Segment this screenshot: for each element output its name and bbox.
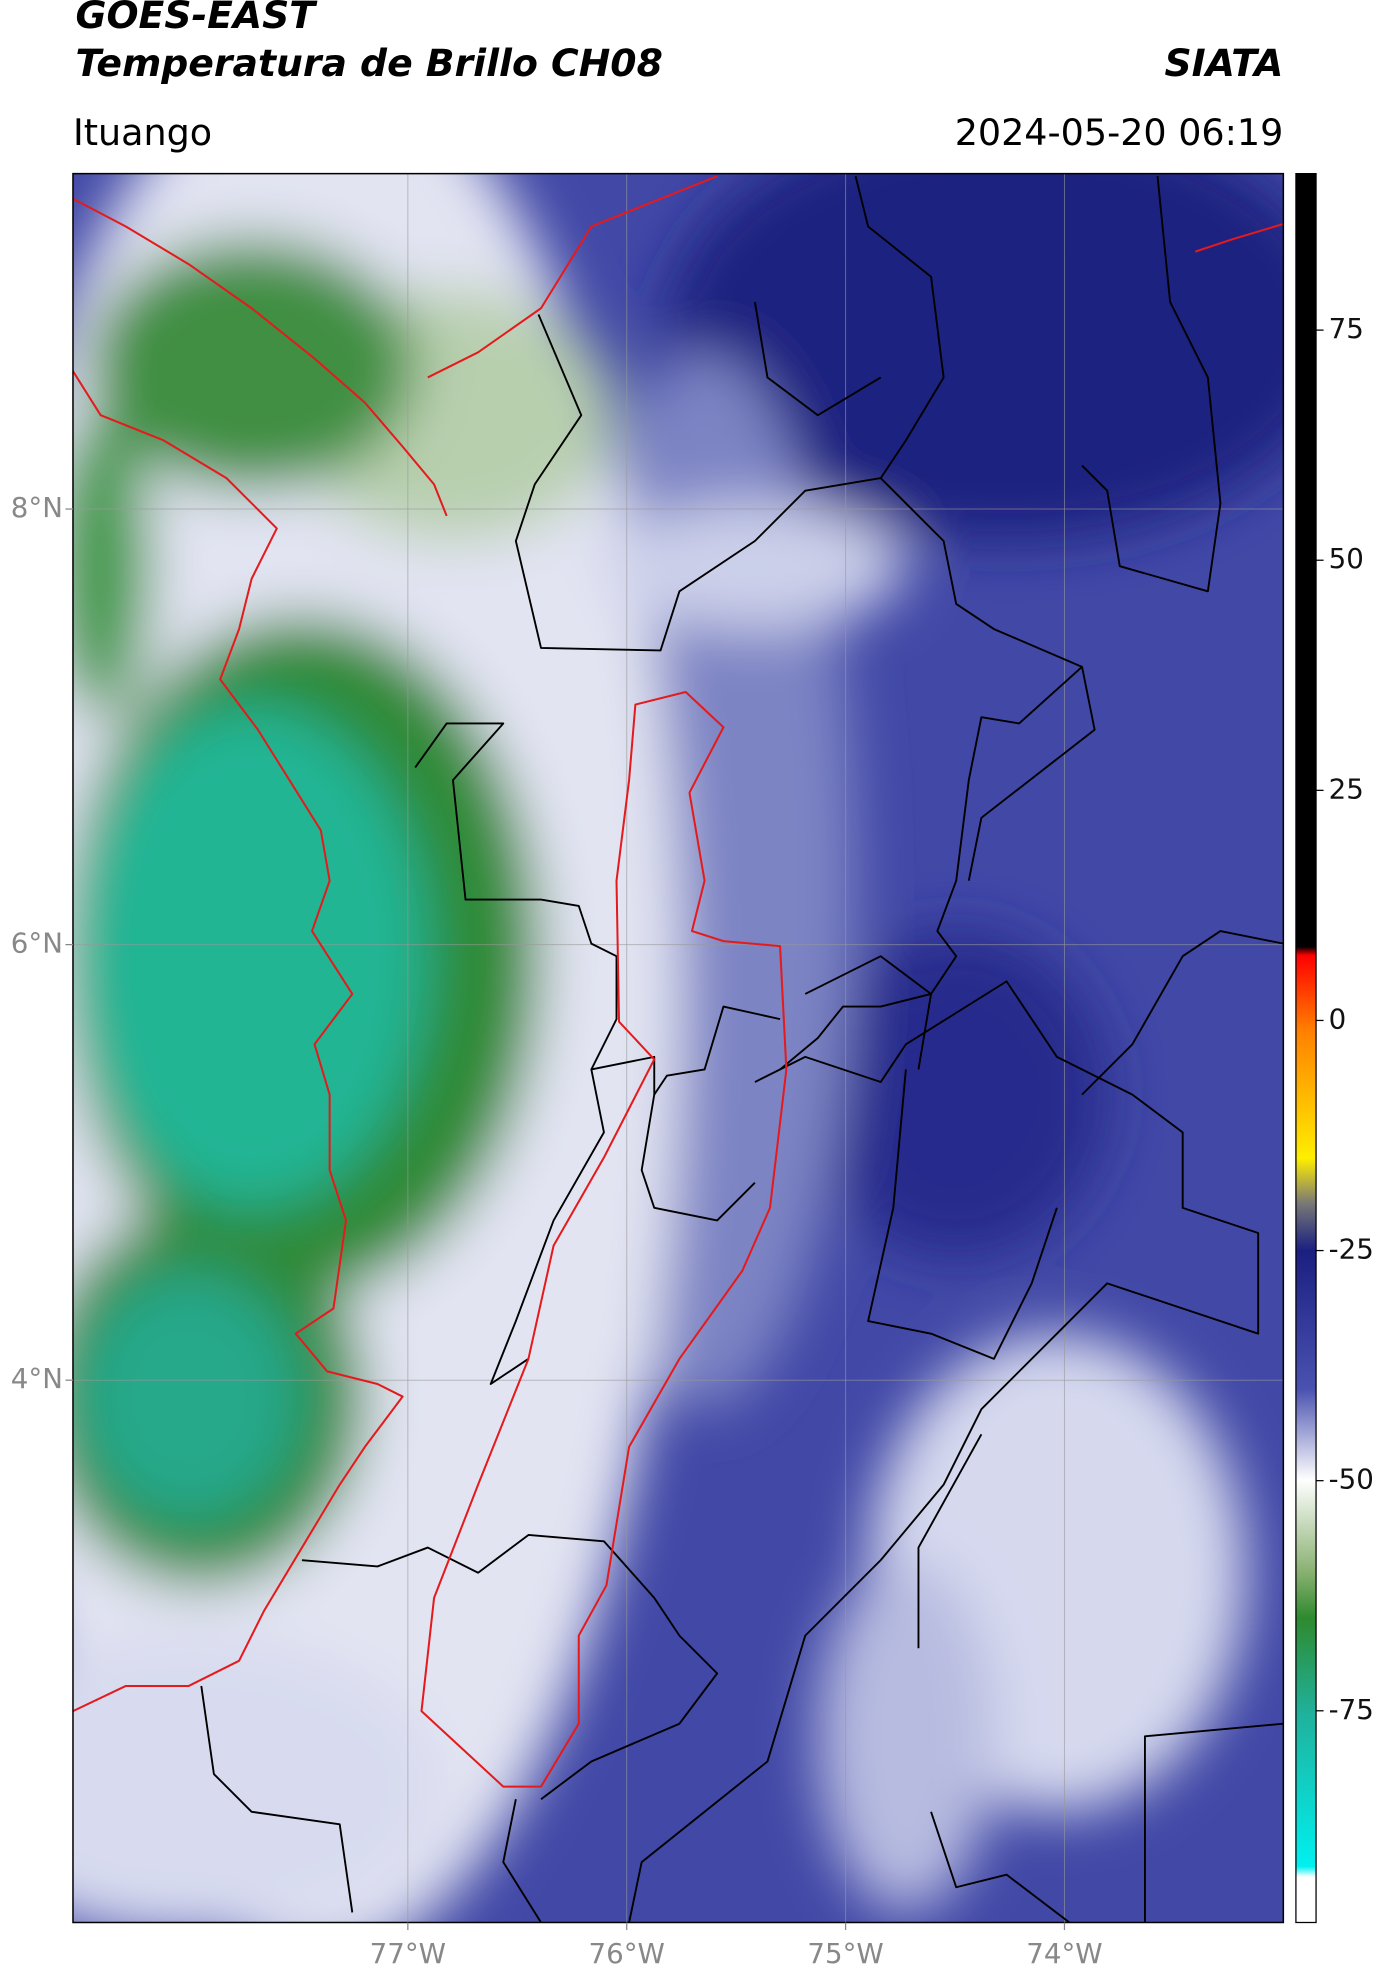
location: Ituango <box>73 111 212 154</box>
colorbar <box>1295 172 1317 1924</box>
y-tick-label: 6°N <box>11 927 63 960</box>
colorbar-tick-label: -75 <box>1329 1693 1374 1726</box>
colorbar-tick-label: 25 <box>1329 772 1364 805</box>
colorbar-tick-label: -50 <box>1329 1463 1374 1496</box>
y-tick-label: 8°N <box>11 491 63 524</box>
title: GOES-EAST <box>75 0 318 37</box>
colorbar-tick-label: 50 <box>1329 542 1364 575</box>
y-tick-label: 4°N <box>11 1362 63 1395</box>
x-tick-label: 77°W <box>370 1937 446 1970</box>
map-frame <box>72 172 1285 1924</box>
x-tick-label: 75°W <box>807 1937 883 1970</box>
map-image <box>72 173 1284 1923</box>
grid <box>72 173 1284 1923</box>
x-tick-label: 74°W <box>1026 1937 1102 1970</box>
brand: SIATA <box>1165 41 1284 85</box>
region-outline <box>72 175 1284 1788</box>
colorbar-tick-label: -25 <box>1329 1233 1374 1266</box>
colorbar-tick-label: 0 <box>1329 1002 1347 1035</box>
datetime: 2024-05-20 06:19 <box>955 111 1284 154</box>
x-tick-label: 76°W <box>589 1937 665 1970</box>
subtitle: Temperatura de Brillo CH08 <box>75 41 662 85</box>
borders <box>200 175 1284 1923</box>
colorbar-tick-label: 75 <box>1329 312 1364 345</box>
